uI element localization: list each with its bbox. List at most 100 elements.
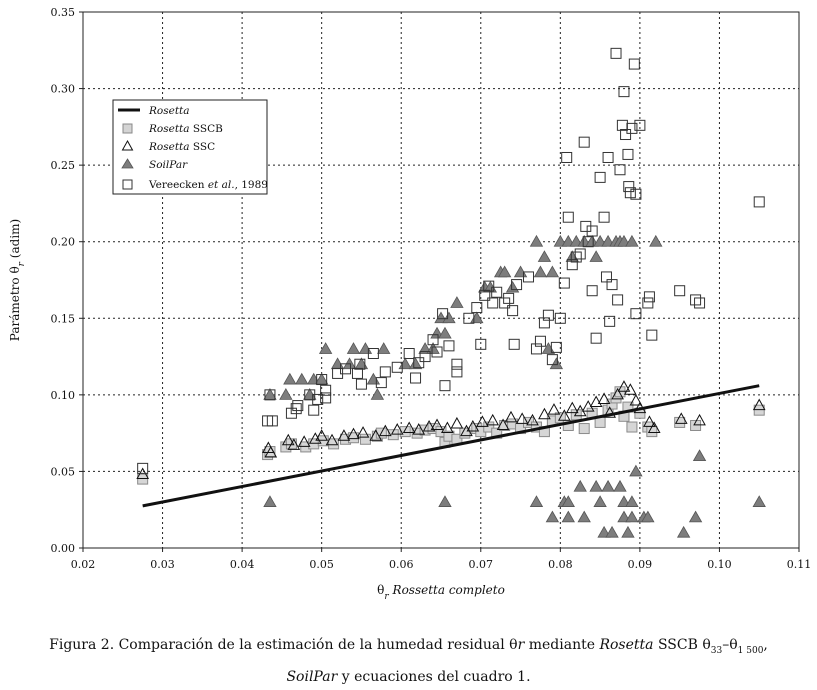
ssc-point <box>526 413 539 426</box>
x-axis-label: θr Rossetta completo <box>377 583 505 602</box>
x-tick-label: 0.03 <box>150 558 175 571</box>
soilpar-series <box>263 234 766 538</box>
ssc-point <box>643 415 656 427</box>
ssc-point <box>504 410 518 423</box>
vereecken-point <box>351 367 363 379</box>
soilpar-point <box>549 357 564 370</box>
vereecken-point <box>554 312 566 324</box>
ssc-point <box>412 423 426 435</box>
soilpar-point <box>318 342 333 354</box>
ssc-point <box>565 401 579 414</box>
soilpar-point <box>625 495 639 507</box>
legend-soilpar-label: SoilPar <box>149 159 188 171</box>
vereecken-point <box>375 377 387 389</box>
vereecken-point <box>626 122 638 134</box>
sscb-point <box>594 416 606 428</box>
vereecken-point <box>566 259 578 271</box>
vereecken-point <box>586 225 598 237</box>
ssc-point <box>629 393 643 406</box>
soilpar-point <box>605 525 619 538</box>
soilpar-point <box>450 296 464 308</box>
vereecken-point <box>355 378 367 390</box>
ssc-point <box>486 413 500 426</box>
vereecken-point <box>623 181 635 193</box>
y-tick-label: 0.00 <box>51 542 76 555</box>
sscb-point <box>646 426 658 438</box>
vereecken-point <box>471 302 483 314</box>
vereecken-point <box>487 297 499 309</box>
vereecken-point <box>538 317 550 329</box>
x-tick-label: 0.10 <box>707 558 732 571</box>
vereecken-point <box>570 251 582 263</box>
soilpar-point <box>625 234 639 247</box>
vereecken-point <box>690 294 702 306</box>
soilpar-point <box>497 265 512 278</box>
legend-ssc-swatch <box>121 139 134 151</box>
soilpar-point <box>692 449 707 462</box>
vereecken-point <box>507 305 519 317</box>
sscb-point <box>328 438 340 450</box>
soilpar-point <box>573 479 587 492</box>
soilpar-point <box>438 326 452 339</box>
vereecken-point <box>630 308 642 320</box>
ssc-point <box>623 383 637 395</box>
vereecken-point <box>410 372 422 384</box>
vereecken-point <box>463 312 475 324</box>
vereecken-point <box>753 196 765 208</box>
ssc-point <box>538 407 551 420</box>
sscb-point <box>359 433 371 445</box>
soilpar-point <box>529 495 544 507</box>
soilpar-point <box>589 250 603 262</box>
sscb-point <box>753 404 765 416</box>
sscb-point <box>387 429 399 441</box>
soilpar-point <box>377 342 391 354</box>
soilpar-point <box>752 495 766 507</box>
caption-line-1: Figura 2. Comparación de la estimación d… <box>49 637 768 656</box>
vereecken-point <box>316 374 328 386</box>
soilpar-point <box>426 342 440 354</box>
ssc-point <box>281 433 295 446</box>
ssc-point <box>325 433 339 446</box>
soilpar-point <box>438 495 452 507</box>
vereecken-point <box>320 384 332 396</box>
y-tick-label: 0.25 <box>51 159 76 172</box>
soilpar-point <box>629 464 643 477</box>
soilpar-point <box>370 388 385 400</box>
soilpar-point <box>545 265 560 278</box>
ssc-point <box>611 387 624 400</box>
axis-ticks: 0.02 0.03 0.04 0.05 0.06 0.07 0.08 0.09 0.10 0.11… <box>51 6 812 571</box>
legend-soilpar-swatch <box>121 158 134 169</box>
soilpar-point <box>649 234 663 247</box>
vereecken-point <box>634 119 646 131</box>
vereecken-point <box>612 294 624 306</box>
vereecken-point <box>630 188 642 200</box>
y-tick-label: 0.15 <box>51 312 76 325</box>
ssc-point <box>647 421 661 434</box>
vereecken-point <box>443 340 455 352</box>
vereecken-point <box>290 403 302 415</box>
vereecken-point <box>491 286 503 298</box>
ssc-point <box>515 412 529 424</box>
vereecken-point <box>561 151 573 163</box>
x-tick-label: 0.06 <box>389 558 414 571</box>
vereecken-point <box>618 86 630 98</box>
soilpar-point <box>263 495 277 507</box>
vereecken-point <box>610 47 622 59</box>
sscb-point <box>690 419 702 431</box>
rosetta-line <box>142 384 760 508</box>
x-tick-label: 0.07 <box>469 558 494 571</box>
ssc-point <box>369 429 383 441</box>
gridlines <box>83 12 799 548</box>
soilpar-point <box>279 388 293 400</box>
soilpar-point <box>593 495 607 507</box>
y-tick-label: 0.05 <box>51 465 76 478</box>
vereecken-point <box>320 392 332 404</box>
vereecken-point <box>308 404 320 416</box>
soilpar-point <box>641 510 655 523</box>
vereecken-point <box>694 297 706 309</box>
sscb-point <box>578 423 590 435</box>
vereecken-point <box>628 58 640 70</box>
ssc-point <box>430 418 444 430</box>
x-tick-label: 0.09 <box>628 558 653 571</box>
ssc-point <box>450 416 464 429</box>
